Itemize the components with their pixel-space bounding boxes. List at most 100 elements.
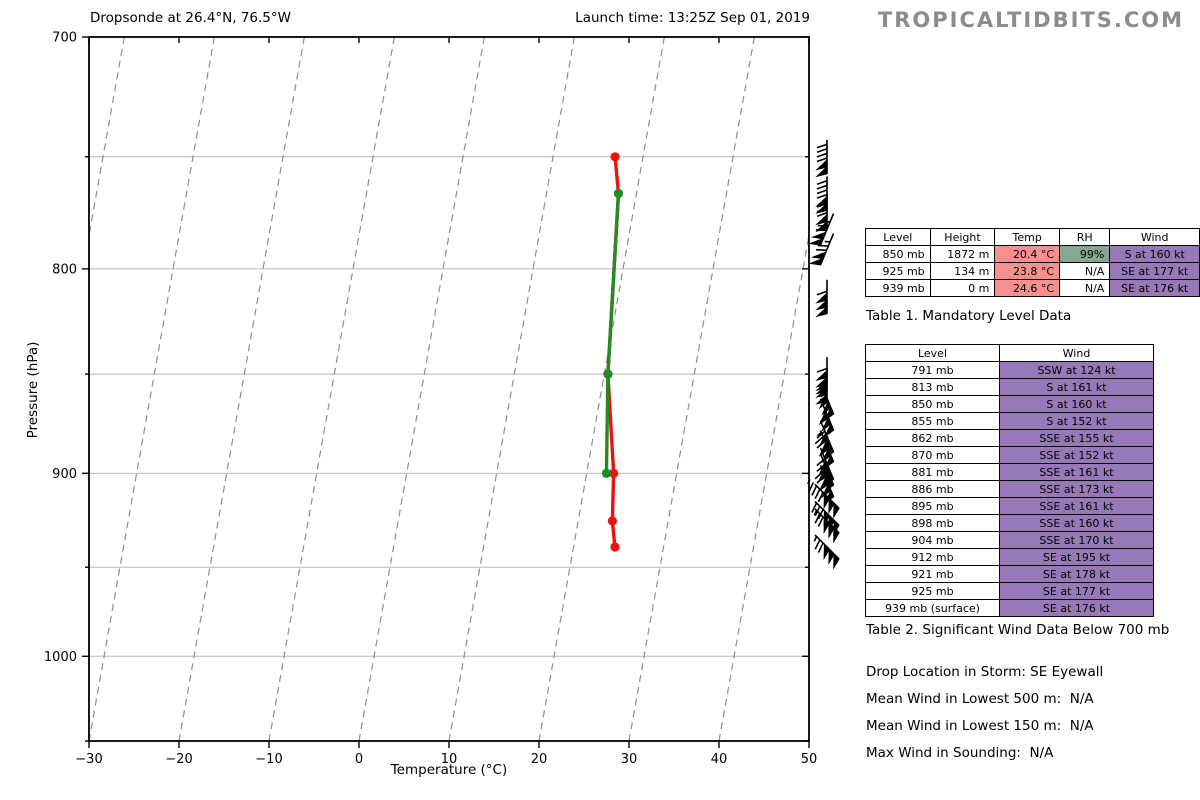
- level-cell: 886 mb: [865, 480, 1000, 498]
- wind-barb: [808, 233, 835, 266]
- table-header-cell: RH: [1059, 228, 1111, 246]
- level-cell: 813 mb: [865, 378, 1000, 396]
- wind-cell: S at 152 kt: [999, 412, 1154, 430]
- x-tick-label: 0: [355, 752, 363, 767]
- level-cell: 895 mb: [865, 497, 1000, 515]
- significant-wind-row: 895 mb SSE at 161 kt: [865, 497, 1154, 515]
- significant-wind-row: 921 mb SE at 178 kt: [865, 565, 1154, 583]
- wind-cell: SSE at 155 kt: [999, 429, 1154, 447]
- level-cell: 870 mb: [865, 446, 1000, 464]
- rh-cell: N/A: [1059, 262, 1111, 280]
- level-cell: 904 mb: [865, 531, 1000, 549]
- temperature-point: [610, 542, 620, 552]
- mandatory-level-row: 925 mb 134 m 23.8 °C N/A SE at 177 kt: [865, 262, 1200, 280]
- level-cell: 925 mb: [865, 582, 1000, 600]
- wind-cell: SE at 177 kt: [1109, 262, 1200, 280]
- dewpoint-trace: [601, 188, 624, 478]
- table1-caption: Table 1. Mandatory Level Data: [866, 308, 1072, 324]
- significant-wind-row: 904 mb SSE at 170 kt: [865, 531, 1154, 549]
- mean-wind-150m-text: Mean Wind in Lowest 150 m: N/A: [866, 718, 1094, 734]
- y-tick-label: 800: [52, 262, 77, 277]
- level-cell: 791 mb: [865, 361, 1000, 379]
- significant-wind-row: 855 mb S at 152 kt: [865, 412, 1154, 430]
- chart-title-launch-time: Launch time: 13:25Z Sep 01, 2019: [575, 10, 810, 26]
- significant-wind-row: 850 mb S at 160 kt: [865, 395, 1154, 413]
- significant-wind-row: 881 mb SSE at 161 kt: [865, 463, 1154, 481]
- table-header-cell: Wind: [999, 344, 1154, 362]
- wind-cell: SSW at 124 kt: [999, 361, 1154, 379]
- level-cell: 855 mb: [865, 412, 1000, 430]
- skewed-isotherms: [89, 37, 809, 741]
- table-header-cell: Level: [865, 344, 1000, 362]
- level-cell: 881 mb: [865, 463, 1000, 481]
- table2-caption: Table 2. Significant Wind Data Below 700…: [866, 622, 1170, 638]
- wind-cell: SSE at 173 kt: [999, 480, 1154, 498]
- level-cell: 862 mb: [865, 429, 1000, 447]
- mandatory-level-row: 850 mb 1872 m 20.4 °C 99% S at 160 kt: [865, 245, 1200, 263]
- x-tick-label: 50: [801, 752, 818, 767]
- level-cell: 925 mb: [865, 262, 931, 280]
- rh-cell: 99%: [1059, 245, 1111, 263]
- level-cell: 898 mb: [865, 514, 1000, 532]
- wind-barb: [807, 478, 840, 520]
- wind-barb: [815, 279, 828, 318]
- table-header-row: Level Height Temp RH Wind: [865, 228, 1200, 246]
- significant-wind-row: 886 mb SSE at 173 kt: [865, 480, 1154, 498]
- wind-barb: [815, 139, 828, 178]
- wind-cell: SSE at 161 kt: [999, 497, 1154, 515]
- wind-barb: [808, 213, 835, 246]
- level-cell: 850 mb: [865, 245, 931, 263]
- wind-barb: [818, 398, 835, 438]
- table-header-cell: Height: [929, 228, 996, 246]
- level-cell: 921 mb: [865, 565, 1000, 583]
- wind-cell: S at 160 kt: [1109, 245, 1200, 263]
- temperature-trace: [603, 152, 624, 552]
- level-cell: 912 mb: [865, 548, 1000, 566]
- table-header-cell: Temp: [994, 228, 1061, 246]
- axis-ticks: [82, 36, 810, 748]
- wind-cell: S at 161 kt: [999, 378, 1154, 396]
- max-wind-text: Max Wind in Sounding: N/A: [866, 745, 1054, 761]
- mandatory-level-table: Level Height Temp RH Wind 850 mb 1872 m 20.4 °C…: [865, 228, 1200, 297]
- temperature-point: [610, 152, 620, 162]
- significant-wind-row: 862 mb SSE at 155 kt: [865, 429, 1154, 447]
- x-tick-label: −10: [255, 752, 282, 767]
- chart-title-location: Dropsonde at 26.4°N, 76.5°W: [90, 10, 291, 26]
- significant-wind-row: 870 mb SSE at 152 kt: [865, 446, 1154, 464]
- x-axis-label: Temperature (°C): [390, 762, 508, 778]
- tropicaltidbits-logo: TROPICALTIDBITS.COM: [877, 8, 1184, 32]
- wind-barb: [813, 508, 840, 544]
- drop-location-text: Drop Location in Storm: SE Eyewall: [866, 664, 1104, 680]
- significant-wind-row: 925 mb SE at 177 kt: [865, 582, 1154, 600]
- y-tick-label: 1000: [44, 650, 77, 665]
- x-tick-label: 20: [531, 752, 548, 767]
- wind-cell: S at 160 kt: [999, 395, 1154, 413]
- significant-wind-row: 912 mb SE at 195 kt: [865, 548, 1154, 566]
- temp-cell: 20.4 °C: [994, 245, 1061, 263]
- y-tick-label: 900: [52, 467, 77, 482]
- rh-cell: N/A: [1059, 279, 1111, 297]
- y-tick-label: 700: [52, 31, 77, 46]
- mean-wind-500m-text: Mean Wind in Lowest 500 m: N/A: [866, 691, 1094, 707]
- x-tick-label: −20: [165, 752, 192, 767]
- wind-cell: SSE at 161 kt: [999, 463, 1154, 481]
- temp-cell: 24.6 °C: [994, 279, 1061, 297]
- height-cell: 1872 m: [929, 245, 996, 263]
- wind-cell: SE at 178 kt: [999, 565, 1154, 583]
- height-cell: 0 m: [929, 279, 996, 297]
- temp-cell: 23.8 °C: [994, 262, 1061, 280]
- wind-cell: SE at 176 kt: [1109, 279, 1200, 297]
- x-tick-label: 30: [621, 752, 638, 767]
- wind-cell: SSE at 152 kt: [999, 446, 1154, 464]
- tick-labels: −30 −20 −10 0 10 20 30 40 50 700 800 900 1000: [44, 31, 817, 768]
- significant-wind-row: 791 mb SSW at 124 kt: [865, 361, 1154, 379]
- x-tick-label: 40: [711, 752, 728, 767]
- table-header-cell: Wind: [1109, 228, 1200, 246]
- wind-cell: SSE at 160 kt: [999, 514, 1154, 532]
- wind-barb: [818, 382, 835, 422]
- significant-wind-table: Level Wind 791 mb SSW at 124 kt 813 mb S at 1…: [865, 344, 1154, 617]
- significant-wind-row: 898 mb SSE at 160 kt: [865, 514, 1154, 532]
- temperature-point: [607, 516, 617, 526]
